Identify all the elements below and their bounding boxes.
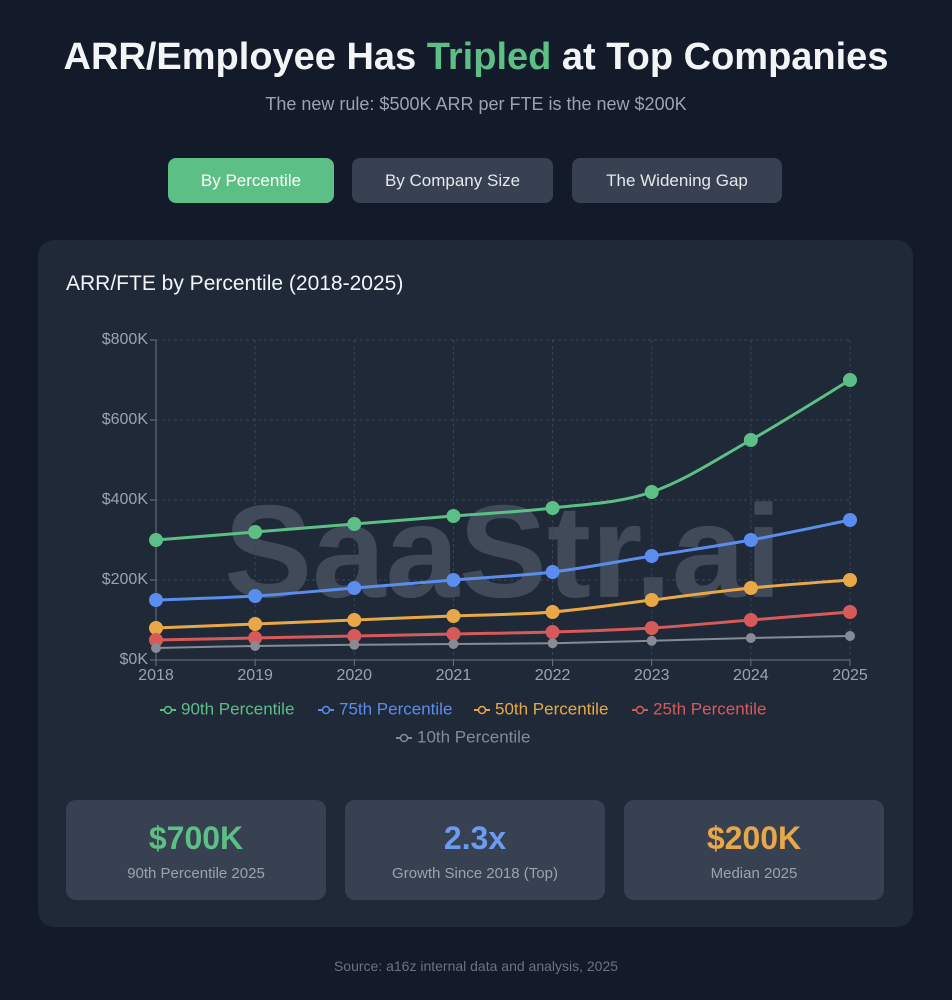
source-note: Source: a16z internal data and analysis,… — [333, 958, 619, 974]
data-point — [446, 509, 461, 523]
x-tick-label: 2018 — [138, 667, 174, 684]
data-point — [250, 641, 261, 651]
data-point — [547, 638, 558, 649]
data-point — [347, 613, 362, 627]
data-point — [545, 625, 560, 639]
y-tick-label: $200K — [102, 571, 149, 588]
legend-label: 50th Percentile — [495, 699, 608, 718]
data-point — [347, 581, 362, 595]
subtitle: The new rule: $500K ARR per FTE is the n… — [265, 94, 687, 114]
tab[interactable]: By Company Size — [352, 158, 553, 203]
data-point — [843, 373, 857, 387]
data-point — [743, 433, 758, 447]
data-point — [248, 617, 263, 631]
data-point — [644, 621, 659, 635]
chart-card: ARR/FTE by Percentile (2018-2025) SaaStr… — [38, 240, 913, 927]
x-tick-label: 2025 — [832, 667, 868, 684]
title-part: at Top Companies — [561, 36, 889, 78]
page-title: ARR/Employee Has Tripled at Top Companie… — [0, 36, 952, 79]
data-point — [349, 639, 360, 650]
data-point — [248, 589, 263, 603]
x-tick-label: 2022 — [535, 667, 571, 684]
data-point — [149, 593, 163, 607]
legend-swatch — [163, 705, 173, 715]
x-tick-label: 2024 — [733, 667, 769, 684]
data-point — [446, 609, 461, 623]
tab[interactable]: The Widening Gap — [572, 158, 782, 203]
y-tick-label: $0K — [120, 651, 149, 668]
data-point — [446, 627, 461, 641]
legend-label: 90th Percentile — [181, 699, 294, 718]
data-point — [743, 581, 758, 595]
stat-label: Median 2025 — [710, 865, 798, 882]
data-point — [644, 485, 659, 499]
data-point — [448, 639, 459, 649]
data-point — [151, 643, 161, 653]
x-tick-label: 2019 — [237, 667, 273, 684]
data-point — [843, 513, 857, 527]
data-point — [646, 635, 657, 646]
data-point — [149, 621, 163, 635]
data-point — [149, 533, 163, 547]
series-line — [155, 610, 851, 642]
legend-swatch — [635, 705, 645, 715]
legend-label: 10th Percentile — [417, 727, 530, 746]
stat-card: 2.3x Growth Since 2018 (Top) — [345, 800, 605, 900]
data-point — [545, 605, 560, 619]
stat-card: $700K 90th Percentile 2025 — [66, 800, 326, 900]
chart-title: ARR/FTE by Percentile (2018-2025) — [66, 272, 404, 295]
data-point — [545, 501, 560, 515]
stat-value: $700K — [148, 820, 244, 856]
legend-label: 75th Percentile — [339, 699, 452, 718]
legend-swatch — [321, 705, 331, 715]
y-tick-label: $400K — [102, 491, 149, 508]
legend-swatch — [399, 733, 409, 743]
data-point — [347, 517, 362, 531]
data-point — [545, 565, 560, 579]
title-highlight: Tripled — [426, 36, 552, 78]
data-point — [745, 633, 756, 643]
y-tick-label: $600K — [102, 411, 149, 428]
stat-label: Growth Since 2018 (Top) — [392, 865, 558, 882]
x-tick-label: 2021 — [436, 667, 472, 684]
series-line — [155, 578, 851, 630]
legend-label: 25th Percentile — [653, 699, 766, 718]
stat-label: 90th Percentile 2025 — [127, 865, 265, 882]
data-point — [248, 525, 263, 539]
x-tick-label: 2023 — [634, 667, 670, 684]
stat-card: $200K Median 2025 — [624, 800, 884, 900]
stat-value: $200K — [706, 820, 802, 856]
data-point — [743, 533, 758, 547]
tab[interactable]: By Percentile — [168, 158, 334, 203]
series-line — [155, 635, 851, 649]
title-part: ARR/Employee Has — [63, 36, 417, 78]
data-point — [644, 549, 659, 563]
data-point — [843, 605, 857, 619]
data-point — [845, 631, 855, 641]
legend-swatch — [477, 705, 487, 715]
data-point — [446, 573, 461, 587]
data-point — [743, 613, 758, 627]
x-tick-label: 2020 — [336, 667, 372, 684]
data-point — [644, 593, 659, 607]
stat-value: 2.3x — [443, 820, 507, 856]
data-point — [843, 573, 857, 587]
y-tick-label: $800K — [102, 331, 149, 348]
